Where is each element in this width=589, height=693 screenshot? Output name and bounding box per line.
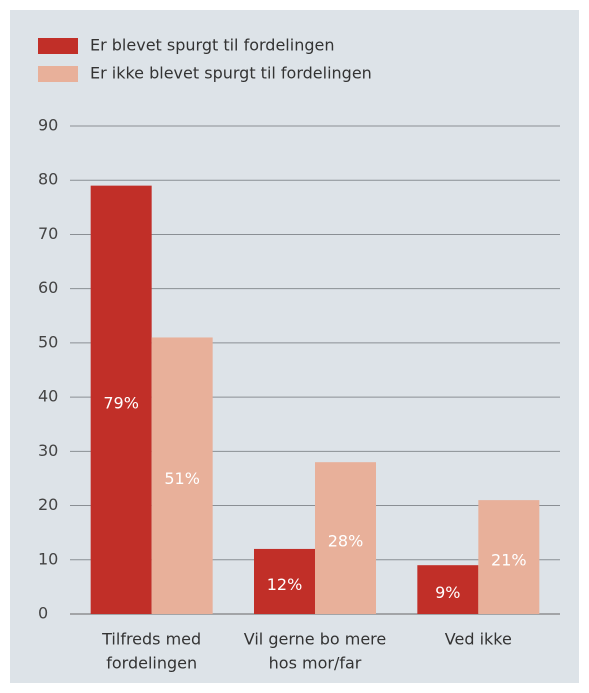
x-tick-label: Tilfreds med bbox=[101, 630, 201, 649]
y-tick-label: 60 bbox=[38, 278, 58, 297]
legend-swatch bbox=[38, 38, 78, 54]
y-tick-label: 0 bbox=[38, 604, 48, 623]
bar bbox=[151, 337, 213, 614]
legend-swatch bbox=[38, 66, 78, 82]
legend-label: Er blevet spurgt til fordelingen bbox=[90, 36, 334, 55]
x-tick-label: Ved ikke bbox=[445, 630, 512, 649]
x-tick-label: fordelingen bbox=[106, 654, 197, 673]
value-label: 28% bbox=[328, 532, 364, 551]
y-tick-label: 20 bbox=[38, 495, 58, 514]
y-tick-label: 50 bbox=[38, 332, 58, 351]
bar bbox=[90, 185, 152, 614]
y-tick-label: 90 bbox=[38, 116, 58, 135]
y-tick-label: 80 bbox=[38, 170, 58, 189]
value-label: 9% bbox=[435, 583, 460, 602]
value-label: 12% bbox=[267, 575, 303, 594]
legend-label: Er ikke blevet spurgt til fordelingen bbox=[90, 64, 372, 83]
value-label: 21% bbox=[491, 551, 527, 570]
x-tick-label: hos mor/far bbox=[269, 654, 362, 673]
y-tick-label: 30 bbox=[38, 441, 58, 460]
x-tick-label: Vil gerne bo mere bbox=[244, 630, 386, 649]
value-label: 51% bbox=[164, 469, 200, 488]
bar bbox=[315, 462, 376, 614]
bar bbox=[254, 548, 315, 614]
bar bbox=[417, 565, 479, 614]
y-tick-label: 40 bbox=[38, 387, 58, 406]
y-tick-label: 10 bbox=[38, 549, 58, 568]
y-tick-label: 70 bbox=[38, 224, 58, 243]
value-label: 79% bbox=[103, 393, 139, 412]
bar bbox=[478, 500, 540, 614]
